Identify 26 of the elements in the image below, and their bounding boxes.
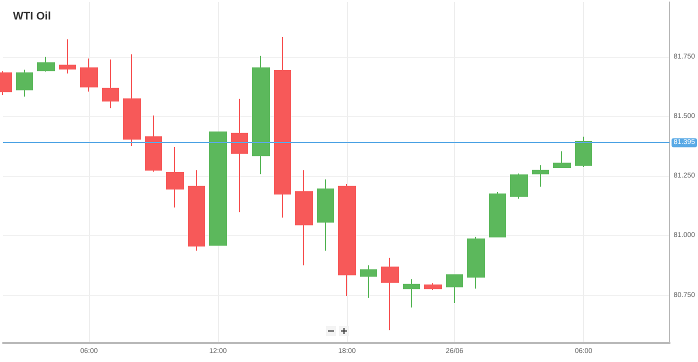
candlestick [424,282,442,291]
candlestick [166,146,184,208]
candlestick [145,115,162,172]
candlestick [59,38,76,74]
candlestick [317,178,334,252]
candlestick [446,274,463,304]
candlestick [16,69,33,98]
candlestick [123,54,141,147]
text: WTI Oil [13,10,51,22]
candlestick [274,36,291,218]
candlestick [231,98,248,213]
candlestick [360,264,377,298]
candlestick [381,257,399,331]
candlestick [510,172,528,200]
candlestick [102,58,119,109]
candlestick [80,58,98,92]
candlestick [553,150,571,168]
candlestick [37,56,55,72]
candlestick [532,164,549,188]
candlestick [489,192,506,238]
candlestick [403,278,420,308]
candlestick [467,236,485,290]
candlestick [188,170,205,252]
candlestick [252,55,270,175]
candlestick [295,170,313,266]
candlestick [575,136,592,168]
